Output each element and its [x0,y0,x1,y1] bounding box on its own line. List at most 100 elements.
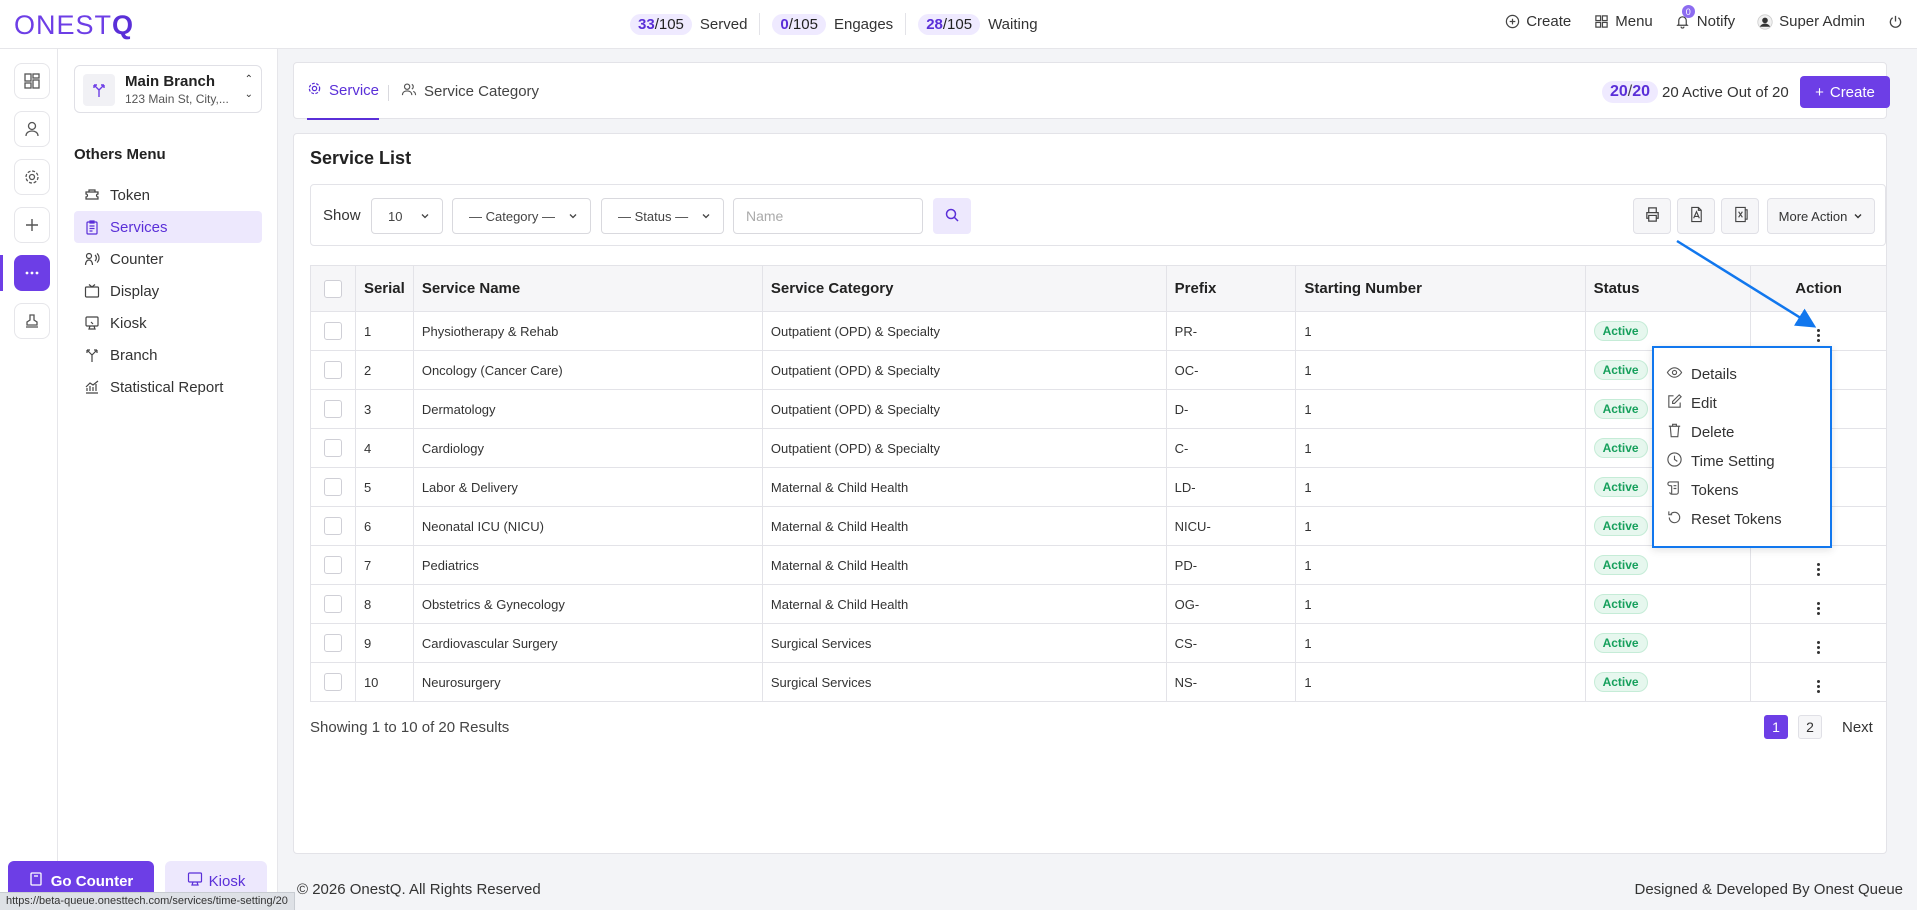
row-checkbox[interactable] [323,361,342,379]
row-checkbox[interactable] [323,400,342,418]
cell-serial: 4 [354,428,414,468]
branch-name: Main Branch [125,73,216,90]
row-checkbox[interactable] [323,673,342,691]
create-link[interactable]: Create [1504,13,1571,30]
cell-prefix: D- [1165,389,1297,429]
table-row: 8 Obstetrics & Gynecology Maternal & Child… [310,584,1887,624]
table-row: 4 Cardiology Outpatient (OPD) & Specialty C… [310,428,1887,468]
page-1-button[interactable]: 1 [1764,715,1788,739]
name-search-input[interactable] [733,198,923,234]
service-list-card: Service List Show 10 — Category — — Stat… [293,133,1887,854]
status-badge: Active [1593,555,1648,575]
status-select[interactable]: — Status — [601,198,724,234]
status-badge: Active [1593,438,1648,458]
cell-action [1750,311,1887,351]
kebab-menu-icon[interactable] [1817,329,1821,342]
cell-service-name: Oncology (Cancer Care) [412,350,763,390]
kebab-menu-icon[interactable] [1817,563,1821,576]
cell-prefix: LD- [1165,467,1297,507]
menu-item-details[interactable]: Details [1666,364,1737,385]
menu-item-reset-tokens-label: Reset Tokens [1691,511,1782,528]
cell-service-category: Outpatient (OPD) & Specialty [761,428,1167,468]
cell-action [1750,584,1887,624]
top-bar: ONESTQ 33/105 Served 0/105 Engages 28/10… [0,0,1917,49]
cell-serial: 5 [354,467,414,507]
kebab-menu-icon[interactable] [1817,680,1821,693]
table-row: 7 Pediatrics Maternal & Child Health PD- 1 Ac… [310,545,1887,585]
header-service-category: Service Category [761,265,1167,312]
logout-button[interactable] [1887,14,1903,30]
sidebar-item-branch[interactable]: Branch [74,339,262,371]
tab-service[interactable]: Service [307,63,380,120]
edit-icon [1666,393,1683,414]
page-2-button[interactable]: 2 [1798,715,1822,739]
menu-item-time-setting[interactable]: Time Setting [1666,451,1775,472]
stat-engages: 0/105 Engages [760,13,907,35]
chevron-up-down-icon: ⌃ ⌄ [244,74,253,100]
select-all-checkbox[interactable] [323,279,342,298]
sidebar-item-statistical-report[interactable]: Statistical Report [74,371,262,403]
cell-starting-number: 1 [1295,311,1586,351]
status-badge: Active [1593,633,1648,653]
next-page-button[interactable]: Next [1842,718,1873,736]
row-checkbox[interactable] [323,439,342,457]
kebab-menu-icon[interactable] [1817,602,1821,615]
filter-bar: Show 10 — Category — — Status — More Act… [310,184,1886,246]
header-action: Action [1750,265,1887,312]
rail-settings-button[interactable] [14,159,50,195]
export-pdf-button[interactable] [1677,198,1715,234]
kiosk-icon [187,872,203,890]
cell-serial: 1 [354,311,414,351]
page-size-select[interactable]: 10 [371,198,443,234]
cell-prefix: NS- [1165,662,1297,702]
rail-more-button[interactable] [14,255,50,291]
row-checkbox[interactable] [323,517,342,535]
kebab-menu-icon[interactable] [1817,641,1821,654]
create-service-button[interactable]: + Create [1800,76,1890,108]
counter-device-icon [29,872,43,890]
table-row: 1 Physiotherapy & Rehab Outpatient (OPD) &… [310,311,1887,351]
cell-service-category: Outpatient (OPD) & Specialty [761,350,1167,390]
cell-service-category: Maternal & Child Health [761,506,1167,546]
category-select[interactable]: — Category — [452,198,591,234]
grid-icon [1593,14,1609,30]
menu-item-tokens[interactable]: Tokens [1666,480,1739,501]
status-badge: Active [1593,516,1648,536]
export-excel-button[interactable] [1721,198,1759,234]
row-checkbox[interactable] [323,556,342,574]
row-checkbox[interactable] [323,478,342,496]
rail-user-button[interactable] [14,111,50,147]
menu-link[interactable]: Menu [1593,13,1653,30]
sidebar-item-kiosk[interactable]: Kiosk [74,307,262,339]
sidebar-item-token[interactable]: Token [74,179,262,211]
cell-service-category: Outpatient (OPD) & Specialty [761,389,1167,429]
search-button[interactable] [933,198,971,234]
rail-stamp-button[interactable] [14,303,50,339]
rail-add-button[interactable] [14,207,50,243]
sidebar-item-counter[interactable]: Counter [74,243,262,275]
menu-item-reset-tokens[interactable]: Reset Tokens [1666,509,1782,530]
menu-item-edit[interactable]: Edit [1666,393,1717,414]
menu-item-delete[interactable]: Delete [1666,422,1734,443]
sidebar-item-services[interactable]: Services [74,211,262,243]
branch-selector[interactable]: Main Branch 123 Main St, City,... ⌃ ⌄ [74,65,262,113]
row-checkbox[interactable] [323,322,342,340]
sidebar-item-label: Statistical Report [110,378,224,396]
scroll-icon [1666,480,1683,501]
row-checkbox[interactable] [323,595,342,613]
logo[interactable]: ONESTQ [14,10,135,40]
user-menu[interactable]: Super Admin [1757,13,1865,30]
excel-file-icon [1732,206,1749,226]
cell-service-name: Cardiovascular Surgery [412,623,763,663]
more-action-button[interactable]: More Action [1767,198,1875,234]
cell-service-category: Maternal & Child Health [761,545,1167,585]
row-checkbox[interactable] [323,634,342,652]
rail-dashboard-button[interactable] [14,63,50,99]
table-row: 2 Oncology (Cancer Care) Outpatient (OPD) … [310,350,1887,390]
notify-link[interactable]: 0 Notify [1675,5,1735,30]
counter-icon [84,251,100,267]
print-button[interactable] [1633,198,1671,234]
stamp-icon [26,314,38,328]
tab-service-category[interactable]: Service Category [401,63,539,120]
sidebar-item-display[interactable]: Display [74,275,262,307]
